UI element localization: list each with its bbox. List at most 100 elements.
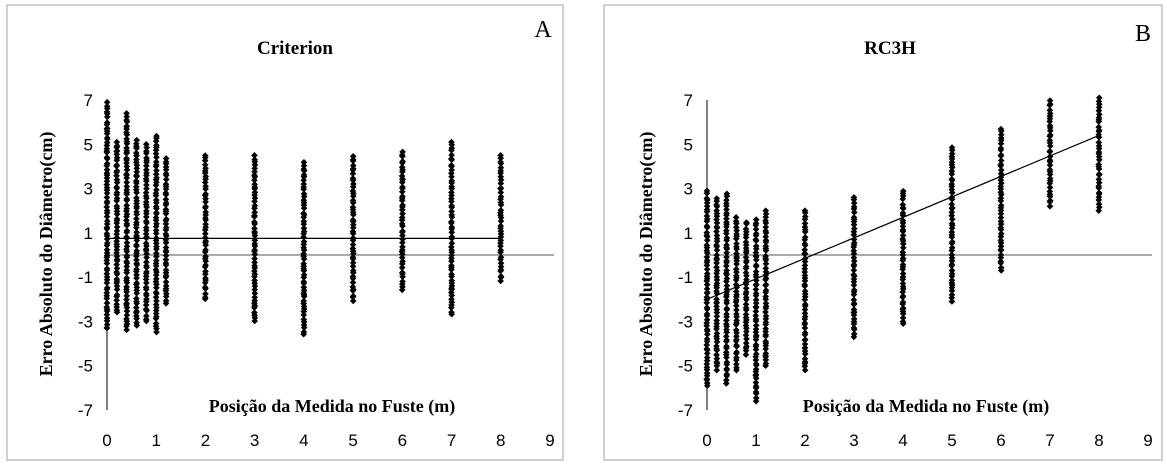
data-point <box>899 270 907 277</box>
data-point <box>398 254 406 261</box>
data-point <box>251 290 259 297</box>
x-tick-label: 0 <box>702 431 711 450</box>
data-point <box>123 296 130 303</box>
data-column <box>899 187 907 327</box>
data-point <box>723 365 731 373</box>
data-point <box>251 181 258 188</box>
x-tick-label: 2 <box>201 431 210 450</box>
data-point <box>300 291 308 299</box>
data-point <box>752 350 760 358</box>
data-point <box>723 305 731 312</box>
data-point <box>742 301 750 308</box>
data-point <box>752 249 760 256</box>
data-point <box>123 252 131 259</box>
x-tick-label: 7 <box>1045 431 1054 450</box>
data-point <box>762 265 770 272</box>
x-tick-label: 0 <box>102 431 111 450</box>
data-point <box>123 109 130 117</box>
data-point <box>398 163 406 171</box>
data-point <box>801 220 809 227</box>
data-point <box>713 295 720 303</box>
y-tick-label: 1 <box>684 224 693 243</box>
data-point <box>723 267 730 274</box>
data-point <box>948 209 956 216</box>
data-point <box>997 224 1005 231</box>
data-point <box>103 230 111 237</box>
data-point <box>1046 184 1054 191</box>
data-point <box>713 280 721 287</box>
data-point <box>762 260 770 268</box>
panel-letter: A <box>534 17 552 43</box>
data-point <box>133 194 140 202</box>
data-point <box>948 276 956 284</box>
data-point <box>300 260 307 268</box>
data-point <box>713 366 721 374</box>
data-point <box>300 244 307 251</box>
data-point <box>399 235 406 243</box>
data-point <box>752 325 760 333</box>
data-point <box>742 225 750 233</box>
data-point <box>899 195 907 203</box>
data-point <box>703 354 711 361</box>
data-point <box>497 217 505 225</box>
data-point <box>948 220 956 227</box>
data-point <box>133 308 140 315</box>
data-point <box>742 304 750 312</box>
data-point <box>948 298 956 305</box>
data-column <box>201 152 210 303</box>
data-point <box>850 203 858 211</box>
data-point <box>202 230 209 238</box>
data-point <box>251 251 259 258</box>
data-point <box>762 338 769 345</box>
data-point <box>113 202 121 210</box>
data-point <box>142 198 150 206</box>
data-point <box>153 297 160 305</box>
x-tick-label: 6 <box>398 431 407 450</box>
data-point <box>899 314 907 322</box>
data-column <box>752 216 760 405</box>
data-point <box>752 308 760 315</box>
data-point <box>123 123 130 130</box>
data-point <box>103 134 111 142</box>
data-point <box>448 239 456 247</box>
data-point <box>251 225 258 232</box>
data-point <box>850 247 858 255</box>
data-point <box>723 333 730 340</box>
data-point <box>801 355 809 363</box>
data-point <box>948 150 956 158</box>
data-point <box>162 259 170 267</box>
y-tick-label: 7 <box>84 91 93 110</box>
data-point <box>743 276 750 283</box>
data-point <box>142 140 150 148</box>
data-point <box>103 154 111 161</box>
data-point <box>733 253 740 261</box>
x-tick-label: 4 <box>299 431 308 450</box>
data-point <box>723 320 730 328</box>
data-point <box>713 251 721 259</box>
data-point <box>723 278 730 285</box>
data-point <box>732 214 740 221</box>
data-point <box>349 253 357 261</box>
data-point <box>762 242 770 250</box>
data-point <box>742 238 750 246</box>
data-point <box>762 207 770 215</box>
data-point <box>997 145 1005 152</box>
data-point <box>752 312 760 320</box>
data-point <box>448 155 455 163</box>
panel-b: B RC3H Posição da Medida no Fuste (m) Er… <box>603 4 1163 461</box>
data-point <box>113 176 121 184</box>
data-point <box>713 201 720 209</box>
data-point <box>143 254 150 261</box>
data-point <box>703 265 711 273</box>
data-point <box>497 164 505 172</box>
data-point <box>123 258 130 265</box>
data-point <box>132 177 140 185</box>
x-tick-label: 9 <box>1143 431 1152 450</box>
data-point <box>103 145 111 153</box>
data-point <box>162 196 170 203</box>
data-point <box>113 296 120 304</box>
data-point <box>349 216 357 224</box>
data-point <box>733 360 740 368</box>
data-point <box>723 317 730 324</box>
data-column <box>123 109 131 334</box>
